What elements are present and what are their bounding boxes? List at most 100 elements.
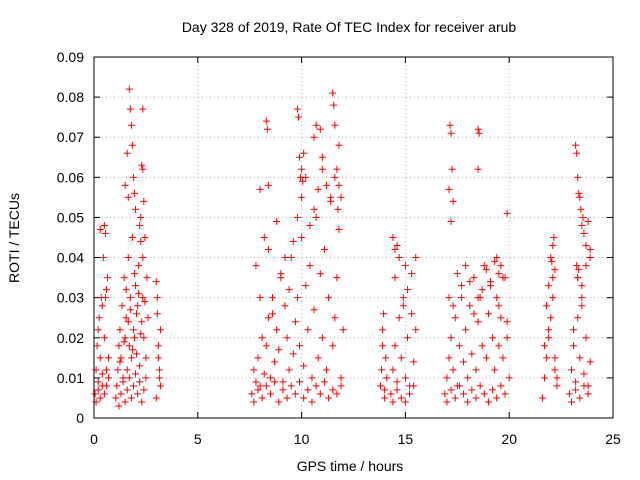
data-point xyxy=(447,217,455,225)
data-point xyxy=(121,334,129,342)
data-point xyxy=(100,390,108,398)
data-point xyxy=(156,326,164,334)
data-point xyxy=(302,282,310,290)
data-point xyxy=(154,354,162,362)
data-point xyxy=(337,374,345,382)
data-point xyxy=(132,282,140,290)
data-point xyxy=(128,234,136,241)
data-point xyxy=(304,326,312,334)
data-point xyxy=(547,314,555,322)
data-point xyxy=(406,390,414,398)
data-point xyxy=(379,342,387,350)
data-point xyxy=(387,390,395,398)
data-point xyxy=(582,242,590,250)
data-point xyxy=(499,274,507,282)
data-point xyxy=(256,185,264,193)
data-point xyxy=(262,342,270,350)
x-tick-label: 10 xyxy=(294,431,310,447)
data-point xyxy=(310,205,318,213)
data-point xyxy=(472,366,480,374)
data-point xyxy=(572,141,580,149)
data-point xyxy=(136,221,144,229)
data-point xyxy=(380,310,388,318)
data-point xyxy=(482,266,490,274)
data-point xyxy=(482,354,490,362)
data-point xyxy=(397,354,405,362)
data-point xyxy=(102,286,110,294)
data-point xyxy=(269,294,277,302)
data-point xyxy=(493,254,501,262)
data-point xyxy=(296,378,304,386)
data-point xyxy=(279,386,287,394)
data-point xyxy=(287,382,295,390)
data-point xyxy=(578,282,586,290)
data-point xyxy=(547,254,555,262)
data-point xyxy=(451,314,459,322)
data-point xyxy=(335,225,343,233)
data-point xyxy=(464,398,472,406)
x-tick-label: 25 xyxy=(605,431,621,447)
data-point xyxy=(329,342,337,350)
x-axis-label: GPS time / hours xyxy=(297,458,404,474)
data-point xyxy=(140,197,148,205)
data-point xyxy=(551,366,559,374)
data-point xyxy=(543,302,551,310)
data-point xyxy=(130,189,138,197)
data-point xyxy=(408,270,416,278)
data-point xyxy=(136,378,144,386)
data-point xyxy=(449,366,457,374)
data-point xyxy=(389,366,397,374)
data-point xyxy=(140,386,148,394)
data-point xyxy=(298,193,306,201)
data-point xyxy=(136,362,144,370)
data-point xyxy=(254,354,262,362)
data-point xyxy=(318,153,326,161)
data-point xyxy=(389,398,397,406)
data-point xyxy=(137,330,145,338)
data-point xyxy=(96,354,104,362)
data-point xyxy=(582,262,590,270)
data-point xyxy=(335,141,343,149)
data-point xyxy=(137,238,145,246)
data-point xyxy=(296,342,304,350)
data-point xyxy=(551,266,559,274)
data-point xyxy=(586,358,594,366)
data-point xyxy=(298,234,306,241)
data-point xyxy=(468,386,476,394)
data-point xyxy=(287,254,295,262)
data-point xyxy=(491,366,499,374)
data-point xyxy=(123,366,131,374)
data-point xyxy=(545,282,553,290)
data-point xyxy=(548,258,556,266)
data-point xyxy=(314,185,322,193)
data-point xyxy=(306,221,314,229)
data-point xyxy=(144,314,152,322)
data-point xyxy=(117,354,125,362)
axis-ticks xyxy=(93,56,614,419)
data-point xyxy=(137,213,145,221)
data-point xyxy=(264,181,272,189)
data-point xyxy=(299,177,307,185)
data-point xyxy=(376,382,384,390)
data-point xyxy=(314,354,322,362)
data-point xyxy=(289,350,297,358)
data-point xyxy=(139,165,147,173)
data-point xyxy=(582,334,590,342)
data-point xyxy=(446,121,454,129)
data-point xyxy=(549,274,557,282)
data-point xyxy=(279,378,287,386)
data-point xyxy=(540,342,548,350)
data-point xyxy=(412,254,420,262)
data-point xyxy=(395,254,403,262)
data-point xyxy=(289,238,297,246)
data-point xyxy=(308,374,316,382)
data-point xyxy=(102,382,110,390)
data-point xyxy=(578,221,586,229)
data-point xyxy=(495,342,503,350)
data-point xyxy=(325,394,333,402)
data-point xyxy=(395,314,403,322)
data-point xyxy=(466,278,474,286)
data-point xyxy=(312,382,320,390)
y-tick-label: 0.07 xyxy=(57,129,84,145)
data-point xyxy=(129,173,137,181)
